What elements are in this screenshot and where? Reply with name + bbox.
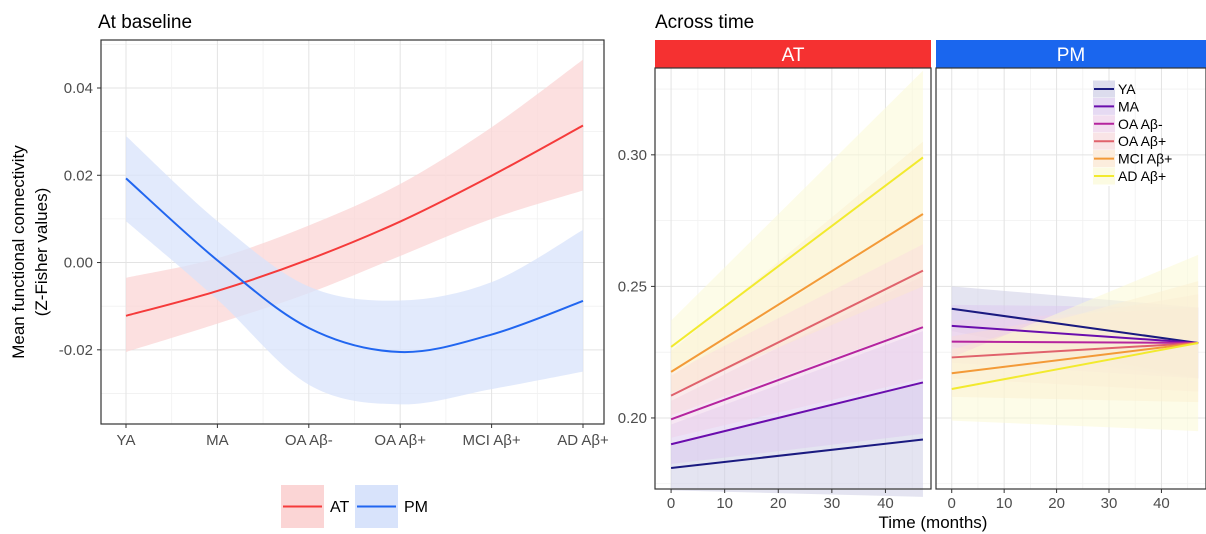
line-at-ad-a	[670, 156, 924, 348]
legend-label-ad-a: AD Aβ+	[1118, 168, 1166, 184]
line-pm	[125, 177, 584, 354]
right-x-tick-label: 30	[1101, 495, 1118, 512]
right-x-axis-label: Time (months)	[879, 513, 988, 532]
line-pm-oa-a	[951, 340, 1199, 344]
facet-pm-border	[935, 67, 1206, 490]
right-x-tick-label: 20	[770, 495, 787, 512]
line-pm-oa-a	[951, 341, 1199, 359]
right-y-ticks: 0.20 0.25 0.30	[618, 147, 655, 427]
right-x-ticks: 0 10 20 30 40 0 10 20 30 40	[667, 489, 1170, 512]
facet-strip-pm	[936, 40, 1206, 68]
left-y-axis-label-units: (Z-Fisher values)	[32, 188, 51, 316]
facet-at	[655, 68, 931, 497]
facet-strip-at-label: AT	[782, 45, 805, 66]
left-y-tick-label: -0.02	[59, 342, 93, 359]
legend-label-oa-a: OA Aβ-	[1118, 116, 1163, 132]
right-x-tick-label: 30	[824, 495, 841, 512]
band-at-ad-a	[671, 70, 923, 374]
left-y-ticks: -0.02 0.00 0.02 0.04	[59, 80, 101, 359]
left-fit-lines	[125, 124, 584, 354]
facet-strip-at	[655, 40, 931, 68]
legend-label-mci-a: MCI Aβ+	[1118, 151, 1172, 167]
right-x-tick-label: 10	[996, 495, 1013, 512]
line-pm-ma	[951, 324, 1199, 344]
left-legend: AT PM	[281, 485, 428, 528]
left-y-tick-label: 0.00	[64, 255, 93, 272]
line-at-mci-a	[670, 213, 924, 373]
right-y-tick-label: 0.20	[618, 410, 647, 427]
line-at	[125, 124, 584, 317]
legend-label-pm: PM	[404, 499, 428, 516]
right-x-tick-label: 40	[1153, 495, 1170, 512]
legend-label-oa-a: OA Aβ+	[1118, 133, 1166, 149]
right-y-tick-label: 0.25	[618, 278, 647, 295]
facet-strip-pm-label: PM	[1057, 45, 1086, 66]
band-pm	[126, 136, 583, 405]
line-pm-ya	[951, 307, 1199, 344]
line-at-ya	[670, 438, 924, 469]
right-chart-title: Across time	[655, 12, 754, 33]
left-x-tick-label: MCI Aβ+	[462, 432, 520, 449]
right-x-tick-label: 40	[877, 495, 894, 512]
left-x-tick-label: OA Aβ-	[285, 432, 333, 449]
line-at-oa-a	[670, 269, 924, 397]
left-panel-border	[100, 39, 605, 425]
left-y-tick-label: 0.02	[64, 167, 93, 184]
left-y-tick-label: 0.04	[64, 80, 93, 97]
left-x-tick-label: AD Aβ+	[557, 432, 609, 449]
left-x-tick-label: YA	[117, 432, 136, 449]
right-x-tick-label: 0	[948, 495, 956, 512]
legend-label-ya: YA	[1118, 81, 1136, 97]
left-y-axis-label: Mean functional connectivity	[9, 145, 28, 359]
left-x-tick-label: OA Aβ+	[374, 432, 426, 449]
legend-label-at: AT	[330, 499, 349, 516]
facet-pm	[936, 68, 1206, 489]
left-chart-title: At baseline	[98, 12, 192, 33]
legend-label-ma: MA	[1118, 98, 1140, 114]
line-at-oa-a	[670, 326, 924, 421]
right-x-tick-label: 20	[1048, 495, 1065, 512]
left-x-tick-label: MA	[206, 432, 229, 449]
right-x-tick-label: 0	[667, 495, 675, 512]
line-pm-ad-a	[951, 341, 1199, 390]
right-y-tick-label: 0.30	[618, 147, 647, 164]
facet-at-border	[654, 67, 932, 490]
line-at-ma	[670, 381, 924, 446]
right-x-tick-label: 10	[716, 495, 733, 512]
line-pm-mci-a	[951, 341, 1199, 375]
left-x-ticks: YA MA OA Aβ- OA Aβ+ MCI Aβ+ AD Aβ+	[117, 424, 609, 449]
